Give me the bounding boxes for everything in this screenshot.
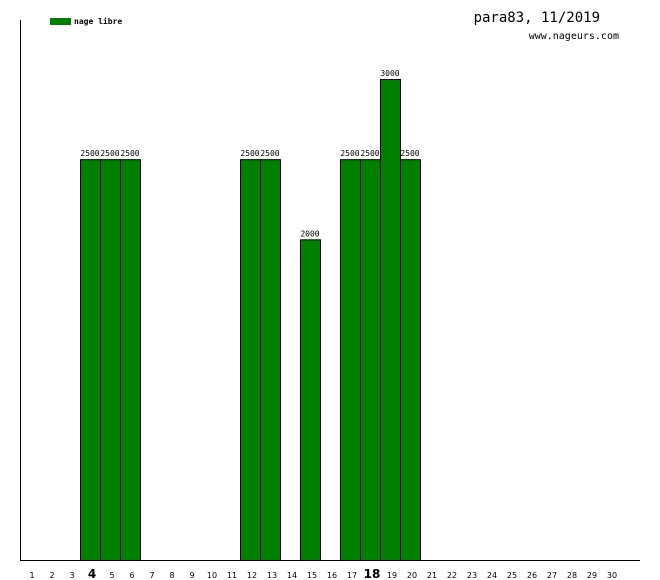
x-tick-label-2: 2: [49, 571, 54, 580]
x-tick-label-24: 24: [487, 571, 497, 580]
x-tick-label-10: 10: [207, 571, 217, 580]
chart-title: para83, 11/2019: [473, 10, 600, 26]
data-label-19: 3000: [380, 69, 399, 78]
x-tick-label-23: 23: [467, 571, 477, 580]
x-tick-label-21: 21: [427, 571, 437, 580]
x-tick-label-27: 27: [547, 571, 557, 580]
x-tick-label-12: 12: [247, 571, 257, 580]
x-tick-label-29: 29: [587, 571, 597, 580]
x-tick-label-4: 4: [88, 567, 96, 580]
x-tick-label-25: 25: [507, 571, 517, 580]
x-tick-label-17: 17: [347, 571, 357, 580]
x-tick-label-18: 18: [364, 567, 381, 580]
x-tick-label-16: 16: [327, 571, 337, 580]
legend: nage libre: [50, 17, 122, 26]
x-tick-label-5: 5: [109, 571, 114, 580]
data-label-5: 2500: [100, 149, 119, 158]
x-tick-label-13: 13: [267, 571, 277, 580]
bar-4: [80, 159, 101, 562]
chart-subtitle: www.nageurs.com: [528, 31, 619, 42]
x-tick-label-8: 8: [169, 571, 174, 580]
x-tick-label-19: 19: [387, 571, 397, 580]
data-label-20: 2500: [400, 149, 419, 158]
x-tick-label-3: 3: [69, 571, 74, 580]
data-label-17: 2500: [340, 149, 359, 158]
data-label-12: 2500: [240, 149, 259, 158]
bar-5: [100, 159, 121, 562]
bar-18: [360, 159, 381, 562]
data-label-4: 2500: [80, 149, 99, 158]
x-tick-label-7: 7: [149, 571, 154, 580]
bar-13: [260, 159, 281, 562]
data-label-13: 2500: [260, 149, 279, 158]
data-label-15: 2000: [300, 229, 319, 238]
x-tick-label-20: 20: [407, 571, 417, 580]
x-tick-label-9: 9: [189, 571, 194, 580]
data-label-6: 2500: [120, 149, 139, 158]
x-tick-label-26: 26: [527, 571, 537, 580]
x-tick-label-1: 1: [29, 571, 34, 580]
bar-20: [400, 159, 421, 562]
x-tick-label-22: 22: [447, 571, 457, 580]
bar-12: [240, 159, 261, 562]
x-tick-label-30: 30: [607, 571, 617, 580]
bar-15: [300, 239, 321, 561]
x-tick-label-11: 11: [227, 571, 237, 580]
legend-label: nage libre: [74, 17, 123, 26]
bar-19: [380, 79, 401, 561]
x-tick-label-6: 6: [129, 571, 134, 580]
x-tick-label-14: 14: [287, 571, 297, 580]
x-tick-label-15: 15: [307, 571, 317, 580]
bar-17: [340, 159, 361, 562]
legend-swatch: [50, 18, 71, 25]
data-label-18: 2500: [360, 149, 379, 158]
bar-6: [120, 159, 141, 562]
x-tick-label-28: 28: [567, 571, 577, 580]
